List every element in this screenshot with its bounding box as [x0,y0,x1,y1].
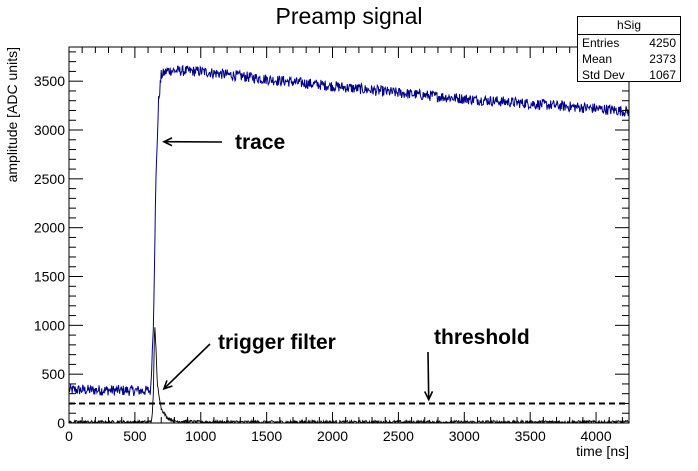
stats-value: 4250 [649,36,676,50]
annotation-arrow [427,351,430,400]
stats-box-name: hSig [578,17,680,35]
chart-title: Preamp signal [275,3,423,29]
y-tick-label: 1500 [34,269,65,285]
y-tick-label: 2000 [34,220,65,236]
x-tick-label: 500 [123,428,147,444]
x-tick-label: 1000 [185,428,216,444]
annotation-arrow-head [423,391,434,402]
annotation-arrow [163,343,211,390]
annotation-arrow-head [162,137,173,147]
y-tick-label: 2500 [34,171,65,187]
x-tick-label: 4000 [580,428,611,444]
stats-row-std-dev: Std Dev 1067 [578,67,680,83]
stats-box: hSig Entries 4250 Mean 2373 Std Dev 1067 [577,16,681,82]
x-tick-label: 3500 [515,428,546,444]
plot-frame [68,46,630,424]
y-tick-label: 500 [42,366,66,382]
y-tick-label: 3500 [34,73,65,89]
annotation-trigger-filter: trigger filter [218,331,336,354]
annotation-threshold: threshold [434,326,530,349]
annotation-arrow-head [162,380,173,391]
x-tick-label: 1500 [251,428,282,444]
x-tick-label: 2000 [317,428,348,444]
series-line-1 [69,64,629,397]
x-tick-label: 2500 [383,428,414,444]
stats-row-entries: Entries 4250 [578,35,680,51]
stats-label: Mean [582,52,613,66]
x-axis-label: time [ns] [576,443,629,459]
stats-value: 1067 [649,68,676,82]
y-tick-label: 3000 [34,122,65,138]
y-axis-label: amplitude [ADC units] [4,47,20,182]
x-tick-label: 0 [65,428,73,444]
annotation-trace: trace [235,131,285,154]
stats-label: Entries [582,36,620,50]
x-tick-label: 3000 [449,428,480,444]
stats-label: Std Dev [582,68,625,82]
stats-value: 2373 [649,52,676,66]
y-tick-label: 0 [57,415,65,431]
y-tick-label: 1000 [34,317,65,333]
stats-row-mean: Mean 2373 [578,51,680,67]
